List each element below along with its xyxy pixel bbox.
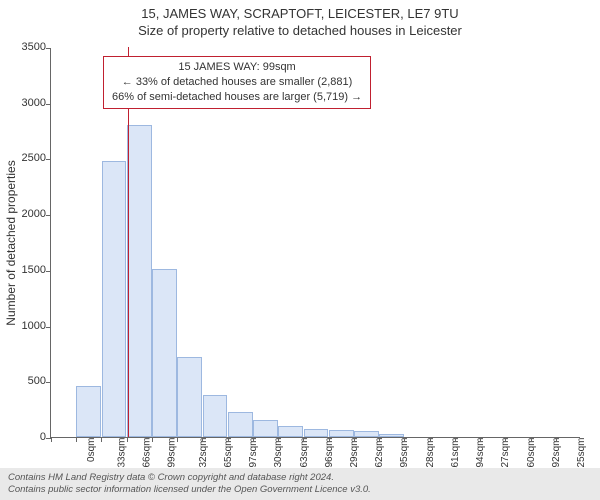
x-tick-mark	[202, 437, 203, 442]
y-tick-mark	[46, 327, 51, 328]
y-tick-label: 2500	[22, 152, 46, 164]
plot-region: Number of detached properties Distributi…	[50, 48, 580, 438]
y-tick-label: 3500	[22, 41, 46, 53]
y-tick-mark	[46, 104, 51, 105]
footer-line-1: Contains HM Land Registry data © Crown c…	[8, 472, 592, 484]
histogram-bar	[76, 386, 101, 437]
x-tick-mark	[354, 437, 355, 442]
histogram-bar	[304, 429, 329, 437]
x-tick-mark	[455, 437, 456, 442]
histogram-bar	[278, 426, 303, 437]
x-tick-mark	[404, 437, 405, 442]
y-tick-label: 1000	[22, 320, 46, 332]
chart-area: Number of detached properties Distributi…	[50, 48, 580, 438]
x-tick-mark	[127, 437, 128, 442]
x-tick-mark	[76, 437, 77, 442]
x-tick-label: 66sqm	[142, 438, 153, 468]
y-tick-label: 1500	[22, 264, 46, 276]
y-tick-label: 0	[40, 431, 46, 443]
marker-annotation: 15 JAMES WAY: 99sqm← 33% of detached hou…	[103, 56, 371, 109]
histogram-bar	[228, 412, 253, 437]
y-tick-mark	[46, 159, 51, 160]
histogram-bar	[329, 430, 354, 437]
y-tick-label: 2000	[22, 208, 46, 220]
histogram-bar	[127, 125, 152, 437]
x-tick-mark	[556, 437, 557, 442]
x-tick-mark	[152, 437, 153, 442]
x-tick-mark	[278, 437, 279, 442]
histogram-bar	[253, 420, 278, 437]
histogram-bar	[102, 161, 127, 437]
x-tick-mark	[228, 437, 229, 442]
attribution-footer: Contains HM Land Registry data © Crown c…	[0, 468, 600, 500]
x-tick-mark	[430, 437, 431, 442]
x-tick-mark	[379, 437, 380, 442]
x-tick-mark	[51, 437, 52, 442]
chart-title-block: 15, JAMES WAY, SCRAPTOFT, LEICESTER, LE7…	[0, 0, 600, 38]
y-tick-mark	[46, 271, 51, 272]
histogram-bar	[203, 395, 228, 437]
y-tick-label: 3000	[22, 97, 46, 109]
x-tick-mark	[253, 437, 254, 442]
x-tick-mark	[329, 437, 330, 442]
x-tick-label: 99sqm	[167, 438, 178, 468]
x-tick-mark	[531, 437, 532, 442]
histogram-bar	[177, 357, 202, 437]
histogram-bar	[379, 434, 404, 437]
y-tick-mark	[46, 382, 51, 383]
y-axis-label: Number of detached properties	[4, 160, 18, 325]
x-tick-mark	[177, 437, 178, 442]
x-tick-label: 0sqm	[86, 438, 97, 462]
x-tick-label: 33sqm	[116, 438, 127, 468]
y-tick-label: 500	[28, 375, 46, 387]
histogram-bar	[354, 431, 379, 437]
x-tick-mark	[101, 437, 102, 442]
address-title: 15, JAMES WAY, SCRAPTOFT, LEICESTER, LE7…	[0, 6, 600, 21]
x-tick-mark	[303, 437, 304, 442]
annotation-line: 15 JAMES WAY: 99sqm	[112, 60, 362, 75]
x-tick-mark	[505, 437, 506, 442]
footer-line-2: Contains public sector information licen…	[8, 484, 592, 496]
annotation-line: ← 33% of detached houses are smaller (2,…	[112, 75, 362, 90]
x-tick-mark	[480, 437, 481, 442]
annotation-line: 66% of semi-detached houses are larger (…	[112, 90, 362, 105]
y-tick-mark	[46, 215, 51, 216]
histogram-bar	[152, 269, 177, 437]
y-tick-mark	[46, 48, 51, 49]
subtitle: Size of property relative to detached ho…	[0, 23, 600, 38]
